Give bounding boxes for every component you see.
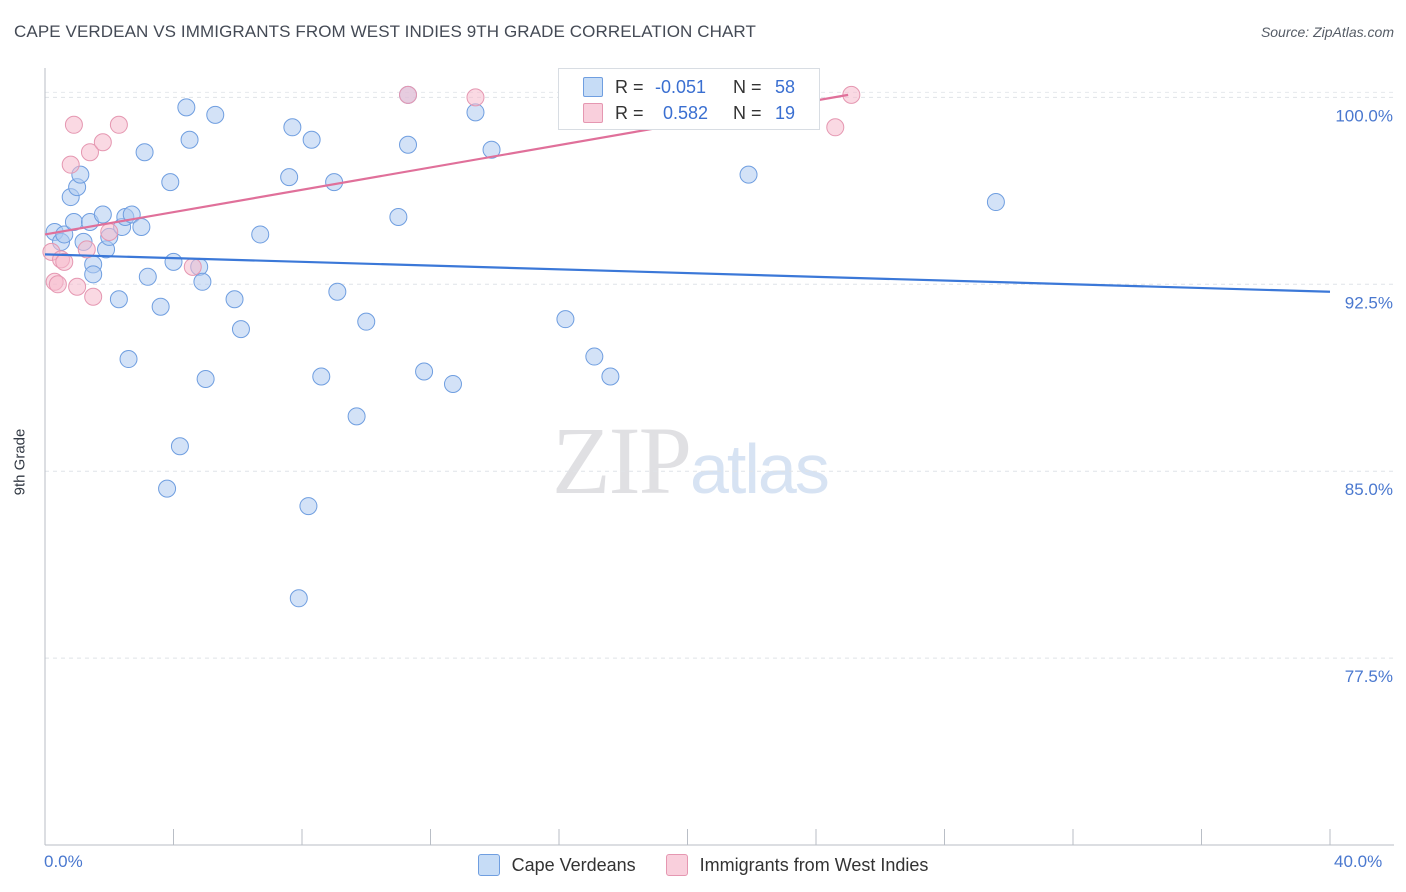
cape-verdean-point	[119, 350, 138, 369]
cape-verdean-point	[986, 193, 1005, 212]
stats-box: R = -0.051 N = 58 R = 0.582 N = 19	[558, 68, 820, 130]
cape-verdean-point	[466, 103, 485, 122]
cape-verdean-point	[177, 98, 196, 117]
west-indies-point	[80, 143, 99, 162]
west-indies-point	[48, 275, 67, 294]
cape-verdean-point	[415, 362, 434, 381]
cape-verdean-point	[93, 205, 112, 224]
cape-verdean-point	[328, 282, 347, 301]
y-tick-label: 100.0%	[1335, 106, 1393, 125]
west-indies-point	[68, 277, 87, 296]
west-indies-point	[93, 133, 112, 152]
stats-r-value: -0.051	[655, 76, 707, 97]
cape-verdean-point	[158, 479, 177, 498]
cape-verdean-point	[443, 374, 462, 393]
cape-verdean-point	[170, 437, 189, 456]
cape-verdean-point	[84, 265, 103, 284]
cape-verdean-point	[585, 347, 604, 366]
x-axis-min-label: 0.0%	[44, 852, 83, 871]
cape-verdean-point	[225, 290, 244, 309]
cape-verdean-point	[357, 312, 376, 331]
watermark-atlas: atlas	[690, 430, 830, 508]
cape-verdean-point	[299, 497, 318, 516]
west-indies-point	[466, 88, 485, 107]
cape-verdean-point	[231, 320, 250, 339]
cape-verdean-point	[347, 407, 366, 426]
stats-n-label: N =	[733, 102, 762, 123]
stats-n-value: 19	[775, 102, 796, 123]
cape-verdean-point	[161, 173, 180, 192]
cape-verdean-point	[193, 272, 212, 291]
legend-item-cape-verdeans[interactable]: Cape Verdeans	[477, 854, 636, 876]
cape-verdean-point	[132, 217, 151, 236]
legend-swatch-pink	[665, 854, 688, 876]
cape-verdean-point	[206, 105, 225, 124]
y-tick-label: 92.5%	[1345, 293, 1393, 312]
cape-verdean-point	[289, 589, 308, 608]
cape-verdean-point	[739, 165, 758, 184]
x-axis-max-label: 40.0%	[1334, 852, 1383, 871]
stats-r-label: R =	[615, 102, 644, 123]
stats-n-label: N =	[733, 76, 762, 97]
cape-verdean-point	[151, 297, 170, 316]
cape-verdean-point	[312, 367, 331, 386]
stats-r-label: R =	[615, 76, 644, 97]
stats-row-blue: R = -0.051 N = 58	[583, 75, 795, 99]
legend: Cape Verdeans Immigrants from West Indie…	[0, 852, 1406, 878]
west-indies-point	[84, 287, 103, 306]
legend-swatch-blue	[477, 854, 500, 876]
y-tick-label: 85.0%	[1345, 480, 1393, 499]
west-indies-point	[55, 252, 74, 271]
west-indies-point	[109, 115, 128, 134]
stats-swatch-pink	[583, 103, 603, 123]
west-indies-point	[183, 257, 202, 276]
legend-item-west-indies[interactable]: Immigrants from West Indies	[665, 854, 929, 876]
cape-verdean-point	[196, 369, 215, 388]
watermark-zip: ZIP	[552, 407, 692, 514]
stats-swatch-blue	[583, 77, 603, 97]
west-indies-point	[77, 240, 96, 259]
cape-verdean-point	[164, 252, 183, 271]
west-indies-point	[64, 115, 83, 134]
west-indies-point	[61, 155, 80, 174]
cape-verdean-point	[556, 310, 575, 329]
cape-verdean-point	[389, 208, 408, 226]
source-label: Source: ZipAtlas.com	[1260, 24, 1394, 40]
stats-r-value: 0.582	[663, 102, 709, 123]
stats-n-value: 58	[775, 76, 796, 97]
y-tick-label: 77.5%	[1345, 667, 1393, 686]
watermark: ZIPatlas	[552, 405, 830, 516]
cape-verdean-point	[280, 168, 299, 187]
cape-verdean-point	[135, 143, 154, 162]
west-indies-point	[399, 85, 418, 104]
cape-verdean-point	[302, 130, 321, 149]
cape-verdean-point	[138, 267, 157, 286]
cape-verdean-point	[180, 130, 199, 149]
legend-label: Immigrants from West Indies	[699, 854, 929, 875]
cape-verdean-point	[482, 140, 501, 159]
cape-verdean-point	[109, 290, 128, 309]
cape-verdean-point	[601, 367, 620, 386]
west-indies-point	[100, 222, 119, 241]
cape-verdean-point	[251, 225, 270, 244]
stats-row-pink: R = 0.582 N = 19	[583, 101, 795, 125]
west-indies-point	[826, 118, 845, 137]
chart-title: CAPE VERDEAN VS IMMIGRANTS FROM WEST IND…	[14, 22, 756, 41]
cape-verdean-point	[283, 118, 302, 137]
cape-verdean-point	[399, 135, 418, 154]
cape-verdean-trendline	[44, 253, 1331, 293]
legend-label: Cape Verdeans	[511, 854, 636, 875]
y-axis-label: 9th Grade	[11, 428, 29, 496]
